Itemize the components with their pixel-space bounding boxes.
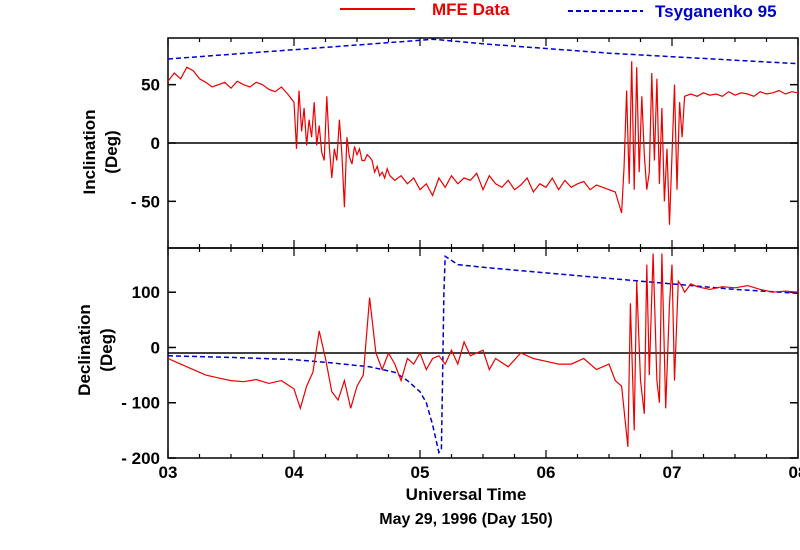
inclination-ylabel-line1: Inclination: [80, 110, 99, 195]
declination-tsyganenko-line: [167, 254, 799, 455]
legend-mfe-label: MFE Data: [432, 0, 510, 19]
x-axis-sublabel: May 29, 1996 (Day 150): [379, 511, 552, 528]
y-tick-label: 0: [151, 134, 160, 153]
inclination-y-ticks: 50 0 - 50: [131, 76, 798, 211]
inclination-tsyganenko-line: [167, 38, 799, 65]
declination-x-ticks: [167, 248, 799, 458]
declination-panel: 100 0 - 100 - 200 Declination (Deg): [75, 247, 799, 468]
y-tick-label: 100: [132, 283, 160, 302]
declination-mfe-line: [167, 253, 799, 447]
y-tick-label: 0: [151, 338, 160, 357]
declination-y-ticks: 100 0 - 100 - 200: [121, 283, 798, 468]
legend-tsyganenko-label: Tsyganenko 95: [655, 2, 777, 21]
y-tick-label: - 200: [121, 449, 160, 468]
declination-ylabel-line1: Declination: [75, 304, 94, 396]
declination-ylabel-line2: (Deg): [97, 328, 116, 371]
x-tick-label: 06: [537, 463, 556, 482]
x-tick-label: 08: [789, 463, 800, 482]
inclination-x-ticks: [167, 38, 799, 248]
inclination-ylabel-line2: (Deg): [102, 130, 121, 173]
y-tick-label: - 100: [121, 394, 160, 413]
legend: MFE Data Tsyganenko 95: [340, 0, 777, 21]
inclination-panel: 50 0 - 50 Inclination (Deg): [80, 37, 799, 249]
x-tick-label: 07: [663, 463, 682, 482]
y-tick-label: - 50: [131, 192, 160, 211]
y-tick-label: 50: [141, 76, 160, 95]
x-tick-label: 04: [285, 463, 304, 482]
inclination-mfe-line: [167, 61, 799, 225]
x-axis-label: Universal Time: [406, 485, 527, 504]
x-tick-label: 05: [411, 463, 430, 482]
x-tick-labels: 03 04 05 06 07 08: [159, 463, 800, 482]
x-tick-label: 03: [159, 463, 178, 482]
